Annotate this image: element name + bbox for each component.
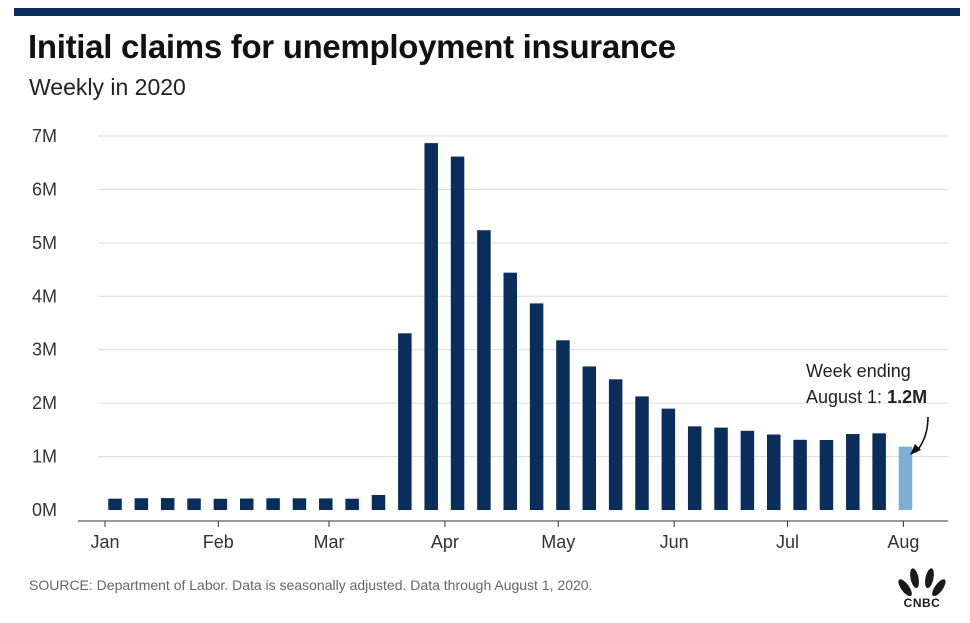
bar — [872, 433, 886, 510]
x-tick-label: Aug — [887, 532, 919, 552]
bar-highlighted — [898, 446, 913, 510]
x-tick-label: Feb — [203, 532, 234, 552]
bar — [608, 379, 623, 510]
bar — [398, 333, 412, 510]
x-tick-label: Jan — [90, 532, 119, 552]
y-tick-label: 3M — [32, 340, 57, 360]
cnbc-logo: CNBC — [893, 566, 951, 610]
bar — [240, 498, 254, 510]
bar — [635, 396, 649, 510]
x-tick-label: May — [541, 532, 575, 552]
bar — [661, 408, 676, 510]
peacock-icon — [896, 568, 948, 609]
gridlines — [98, 135, 948, 458]
y-axis-labels: 0M 1M 2M 3M 4M 5M 6M 7M — [32, 126, 57, 520]
y-tick-label: 0M — [32, 500, 57, 520]
bar — [108, 498, 122, 510]
bar — [767, 434, 781, 510]
bar — [160, 498, 175, 510]
x-tick-label: Apr — [431, 532, 459, 552]
bar — [846, 434, 860, 510]
bar — [371, 494, 386, 510]
bar — [266, 498, 280, 510]
bar-chart: 0M 1M 2M 3M 4M 5M 6M 7M Jan Feb Mar Apr May Jun Jul Au… — [32, 126, 948, 552]
bar — [556, 340, 570, 510]
annotation-line-1: Week ending — [806, 361, 911, 381]
cnbc-logo-text: CNBC — [903, 596, 941, 610]
x-tick-label: Jul — [776, 532, 799, 552]
x-tick-label: Mar — [313, 532, 344, 552]
bar — [345, 498, 359, 510]
annotation-value: 1.2M — [887, 387, 927, 407]
bar — [687, 426, 702, 510]
y-tick-label: 5M — [32, 233, 57, 253]
bar — [319, 498, 333, 510]
y-tick-label: 1M — [32, 447, 57, 467]
annotation-line-2: August 1: 1.2M — [806, 387, 927, 407]
bar — [819, 440, 834, 510]
annotation-prefix: August 1: — [806, 387, 887, 407]
bar — [424, 143, 438, 510]
y-tick-label: 2M — [32, 393, 57, 413]
bar — [187, 498, 201, 510]
annotation-arrow-line — [915, 416, 929, 453]
y-tick-label: 4M — [32, 286, 57, 306]
bar — [477, 230, 491, 510]
bar — [213, 498, 228, 510]
x-tick-label: Jun — [660, 532, 689, 552]
x-axis-ticks: Jan Feb Mar Apr May Jun Jul Aug — [90, 521, 919, 552]
bar — [793, 439, 807, 510]
bar — [714, 427, 728, 510]
bar — [503, 272, 517, 510]
bars — [108, 143, 913, 510]
chart-title: Initial claims for unemployment insuranc… — [28, 28, 676, 65]
source-note: SOURCE: Department of Labor. Data is sea… — [29, 577, 593, 593]
bar — [450, 156, 465, 510]
chart-subtitle: Weekly in 2020 — [29, 74, 186, 100]
bar — [529, 303, 544, 510]
y-tick-label: 6M — [32, 179, 57, 199]
y-tick-label: 7M — [32, 126, 57, 146]
bar — [292, 498, 307, 510]
top-accent-bar — [14, 8, 960, 16]
annotation-arrowhead — [910, 444, 921, 455]
bar — [582, 366, 597, 510]
bar — [134, 498, 149, 510]
annotation: Week ending August 1: 1.2M — [806, 361, 929, 455]
bar — [740, 430, 755, 510]
